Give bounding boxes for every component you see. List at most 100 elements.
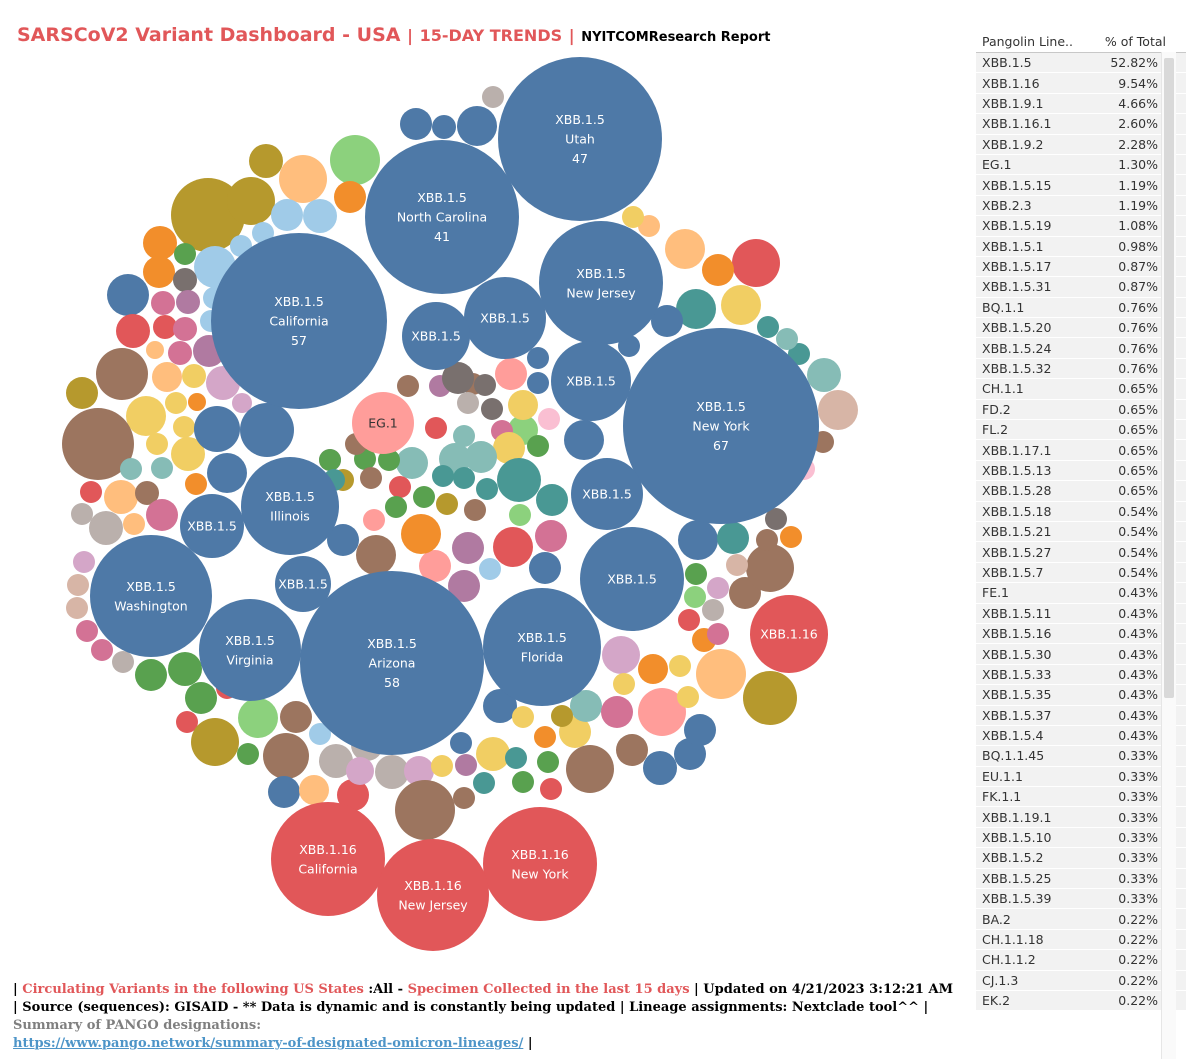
variant-bubble[interactable]: [146, 433, 168, 455]
variant-bubble[interactable]: [71, 503, 93, 525]
variant-bubble[interactable]: [601, 696, 633, 728]
variant-bubble[interactable]: [453, 467, 475, 489]
variant-bubble[interactable]: [397, 375, 419, 397]
variant-bubble[interactable]: [238, 698, 278, 738]
variant-bubble[interactable]: [442, 362, 474, 394]
variant-bubble[interactable]: [622, 206, 644, 228]
variant-bubble[interactable]: [330, 135, 380, 185]
variant-bubble[interactable]: [279, 155, 327, 203]
pango-link[interactable]: https://www.pango.network/summary-of-des…: [13, 1036, 524, 1051]
variant-bubble[interactable]: [537, 751, 559, 773]
variant-bubble-labeled[interactable]: [483, 588, 601, 706]
table-row[interactable]: XBB.1.5.20 0.76%: [976, 318, 1186, 339]
table-row[interactable]: CJ.1.3 0.22%: [976, 970, 1186, 991]
variant-bubble[interactable]: [165, 392, 187, 414]
variant-bubble[interactable]: [436, 493, 458, 515]
variant-bubble[interactable]: [481, 398, 503, 420]
variant-bubble[interactable]: [493, 527, 533, 567]
variant-bubble[interactable]: [309, 723, 331, 745]
variant-bubble[interactable]: [479, 558, 501, 580]
variant-bubble[interactable]: [240, 403, 294, 457]
variant-bubble[interactable]: [678, 609, 700, 631]
variant-bubble[interactable]: [616, 734, 648, 766]
variant-bubble[interactable]: [173, 416, 195, 438]
variant-bubble-labeled[interactable]: [352, 392, 414, 454]
scrollbar-thumb[interactable]: [1164, 58, 1174, 698]
variant-bubble[interactable]: [67, 574, 89, 596]
variant-bubble[interactable]: [776, 328, 798, 350]
variant-bubble[interactable]: [146, 341, 164, 359]
variant-bubble[interactable]: [717, 522, 749, 554]
variant-bubble-labeled[interactable]: [300, 571, 484, 755]
variant-bubble[interactable]: [551, 705, 573, 727]
variant-bubble[interactable]: [153, 315, 177, 339]
variant-bubble-labeled[interactable]: [90, 535, 212, 657]
variant-bubble[interactable]: [151, 457, 173, 479]
variant-bubble[interactable]: [457, 392, 479, 414]
column-header-lineage[interactable]: Pangolin Line..: [982, 33, 1073, 49]
variant-bubble[interactable]: [536, 484, 568, 516]
table-row[interactable]: XBB.1.19.1 0.33%: [976, 807, 1186, 828]
variant-bubble[interactable]: [112, 651, 134, 673]
variant-bubble[interactable]: [457, 106, 497, 146]
variant-bubble[interactable]: [185, 473, 207, 495]
variant-bubble[interactable]: [464, 499, 486, 521]
table-row[interactable]: XBB.1.5.2 0.33%: [976, 848, 1186, 869]
table-row[interactable]: BQ.1.1.45 0.33%: [976, 746, 1186, 767]
variant-bubble[interactable]: [174, 243, 196, 265]
table-row[interactable]: FK.1.1 0.33%: [976, 787, 1186, 808]
variant-bubble[interactable]: [570, 690, 602, 722]
variant-bubble[interactable]: [419, 550, 451, 582]
variant-bubble[interactable]: [509, 504, 531, 526]
variant-bubble[interactable]: [378, 449, 400, 471]
table-row[interactable]: XBB.1.5.33 0.43%: [976, 664, 1186, 686]
variant-bubble[interactable]: [465, 441, 497, 473]
variant-bubble[interactable]: [91, 639, 113, 661]
variant-bubble[interactable]: [432, 115, 456, 139]
variant-bubble[interactable]: [493, 432, 525, 464]
table-row[interactable]: FE.1 0.43%: [976, 583, 1186, 604]
table-row[interactable]: BA.2 0.22%: [976, 909, 1186, 930]
variant-bubble[interactable]: [452, 532, 484, 564]
table-row[interactable]: XBB.1.5 52.82%: [976, 53, 1186, 74]
variant-bubble[interactable]: [395, 780, 455, 840]
variant-bubble[interactable]: [726, 554, 748, 576]
variant-bubble[interactable]: [271, 199, 303, 231]
variant-bubble[interactable]: [508, 390, 538, 420]
variant-bubble-labeled[interactable]: [623, 328, 819, 524]
variant-bubble[interactable]: [152, 362, 182, 392]
variant-bubble[interactable]: [765, 508, 787, 530]
variant-bubble[interactable]: [432, 465, 454, 487]
table-row[interactable]: XBB.1.5.10 0.33%: [976, 827, 1186, 849]
variant-bubble[interactable]: [676, 289, 716, 329]
variant-bubble[interactable]: [684, 714, 716, 746]
table-row[interactable]: XBB.1.5.11 0.43%: [976, 603, 1186, 624]
variant-bubble[interactable]: [455, 754, 477, 776]
table-row[interactable]: FL.2 0.65%: [976, 420, 1186, 441]
variant-bubble-labeled[interactable]: [402, 302, 470, 370]
variant-bubble[interactable]: [182, 364, 206, 388]
variant-bubble[interactable]: [404, 756, 434, 786]
variant-bubble[interactable]: [538, 408, 560, 430]
variant-bubble[interactable]: [743, 671, 797, 725]
variant-bubble[interactable]: [482, 86, 504, 108]
variant-bubble[interactable]: [685, 563, 707, 585]
variant-bubble[interactable]: [327, 524, 359, 556]
variant-bubble[interactable]: [413, 486, 435, 508]
variant-bubble[interactable]: [746, 544, 794, 592]
variant-bubble-labeled[interactable]: [275, 556, 331, 612]
table-row[interactable]: BQ.1.1 0.76%: [976, 297, 1186, 319]
variant-bubble[interactable]: [757, 316, 779, 338]
variant-bubble[interactable]: [80, 481, 102, 503]
variant-bubble[interactable]: [564, 420, 604, 460]
table-row[interactable]: CH.1.1.18 0.22%: [976, 929, 1186, 951]
variant-bubble[interactable]: [674, 738, 706, 770]
table-row[interactable]: EG.1 1.30%: [976, 154, 1186, 176]
table-row[interactable]: XBB.1.5.37 0.43%: [976, 705, 1186, 726]
variant-bubble[interactable]: [191, 718, 239, 766]
table-row[interactable]: XBB.1.5.1 0.98%: [976, 236, 1186, 257]
variant-bubble[interactable]: [176, 290, 200, 314]
variant-bubble[interactable]: [232, 393, 252, 413]
variant-bubble-labeled[interactable]: [539, 221, 663, 345]
table-row[interactable]: XBB.1.5.21 0.54%: [976, 521, 1186, 543]
